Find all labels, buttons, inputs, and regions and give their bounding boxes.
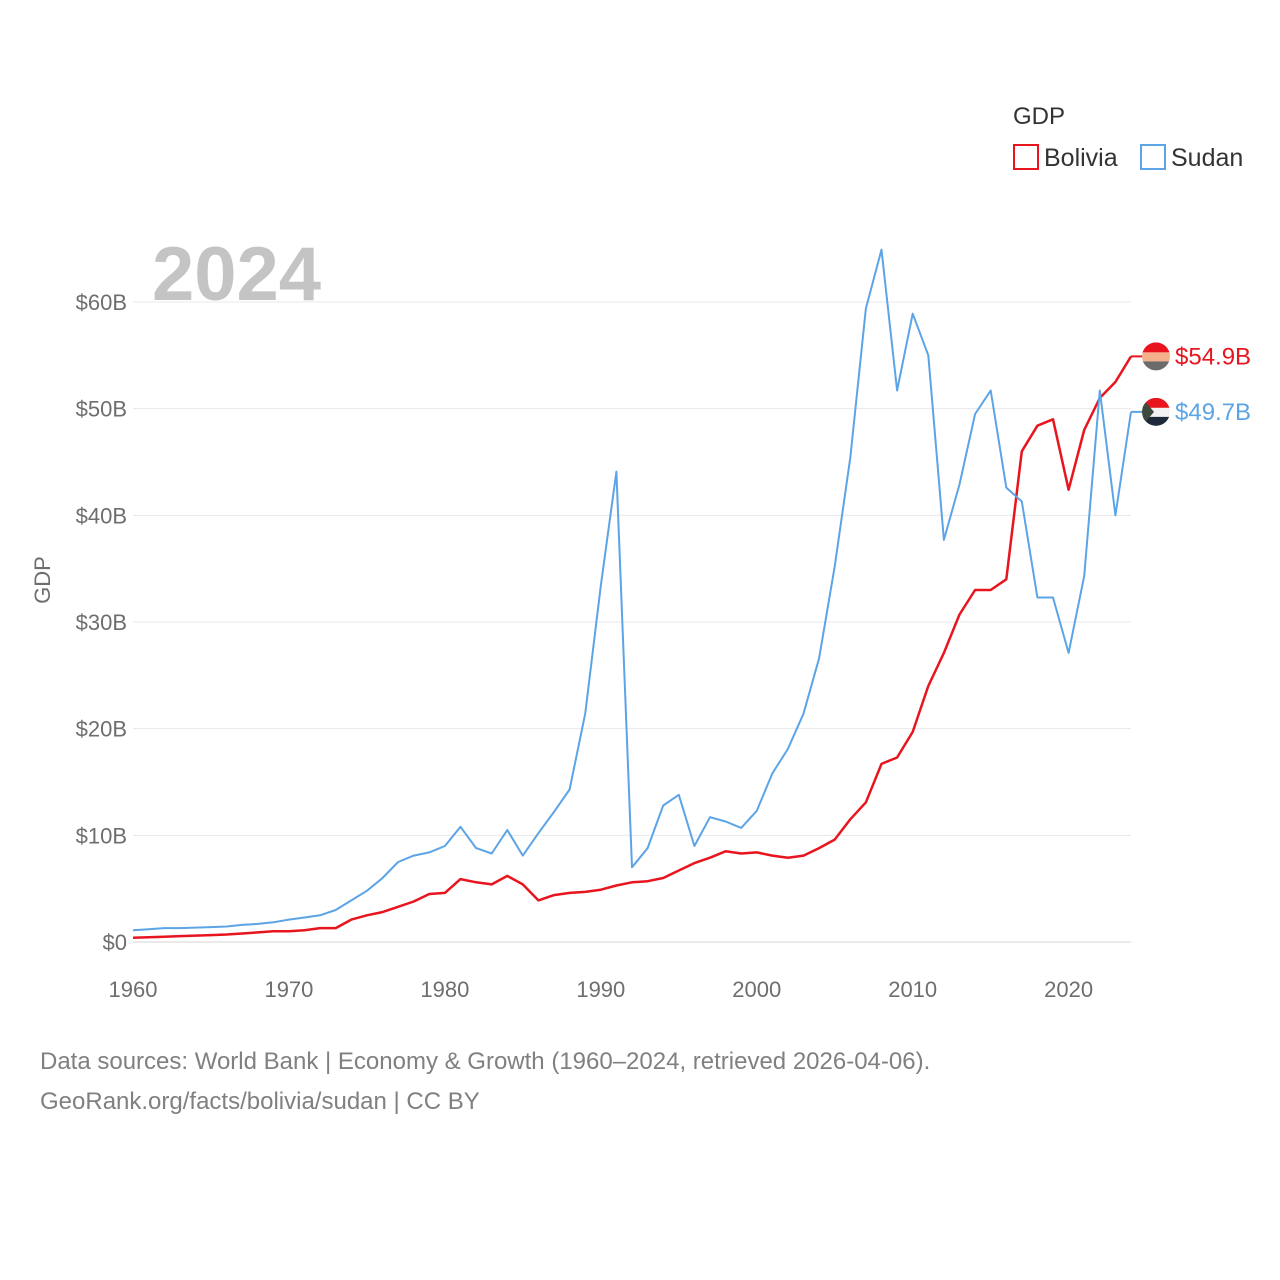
series-end-markers: $54.9B $49.7B <box>1131 342 1251 426</box>
legend-label-bolivia[interactable]: Bolivia <box>1044 144 1118 172</box>
y-axis-ticks: $0 $10B $20B $30B $40B $50B $60B <box>76 290 127 955</box>
x-tick-label: 2010 <box>888 977 937 1002</box>
y-tick-label: $40B <box>76 503 127 528</box>
footer: Data sources: World Bank | Economy & Gro… <box>40 1042 930 1122</box>
x-tick-label: 1990 <box>576 977 625 1002</box>
y-axis-label: GDP <box>30 556 55 604</box>
x-tick-label: 2000 <box>732 977 781 1002</box>
sudan-flag-icon <box>1142 397 1170 426</box>
series-lines <box>132 248 1133 939</box>
y-tick-label: $0 <box>103 930 127 955</box>
gdp-line-chart: $0$10B$20B$30B$40B$50B$60B 1960 1970 1980 1… <box>30 103 1251 1002</box>
legend: GDP Bolivia Sudan <box>1013 103 1243 172</box>
end-value-label-sudan: $49.7B <box>1175 399 1251 426</box>
y-tick-label: $50B <box>76 397 127 422</box>
legend-swatch-sudan[interactable] <box>1140 144 1166 170</box>
y-tick-label: $10B <box>76 823 127 848</box>
x-tick-label: 1980 <box>420 977 469 1002</box>
end-marker-bolivia: $54.9B <box>1131 342 1251 371</box>
y-tick-label: $20B <box>76 717 127 742</box>
x-axis-ticks: 1960 1970 1980 1990 2000 2010 2020 <box>109 977 1094 1002</box>
series-line-sudan[interactable] <box>132 248 1132 932</box>
legend-label-sudan[interactable]: Sudan <box>1171 144 1243 172</box>
y-tick-label: $30B <box>76 610 127 635</box>
series-line-bolivia[interactable] <box>132 355 1133 939</box>
legend-title: GDP <box>1013 103 1065 130</box>
x-tick-label: 2020 <box>1044 977 1093 1002</box>
x-tick-label: 1960 <box>109 977 158 1002</box>
end-marker-sudan: $49.7B <box>1131 397 1251 426</box>
x-tick-label: 1970 <box>264 977 313 1002</box>
gridlines <box>133 301 1131 943</box>
end-value-label-bolivia: $54.9B <box>1175 343 1251 370</box>
source-url-text[interactable]: GeoRank.org/facts/bolivia/sudan | CC BY <box>40 1088 480 1115</box>
year-watermark: 2024 <box>152 232 321 317</box>
data-sources-text: Data sources: World Bank | Economy & Gro… <box>40 1048 931 1075</box>
legend-swatch-bolivia[interactable] <box>1013 144 1039 170</box>
bolivia-flag-icon <box>1142 342 1170 371</box>
y-tick-label: $60B <box>76 290 127 315</box>
